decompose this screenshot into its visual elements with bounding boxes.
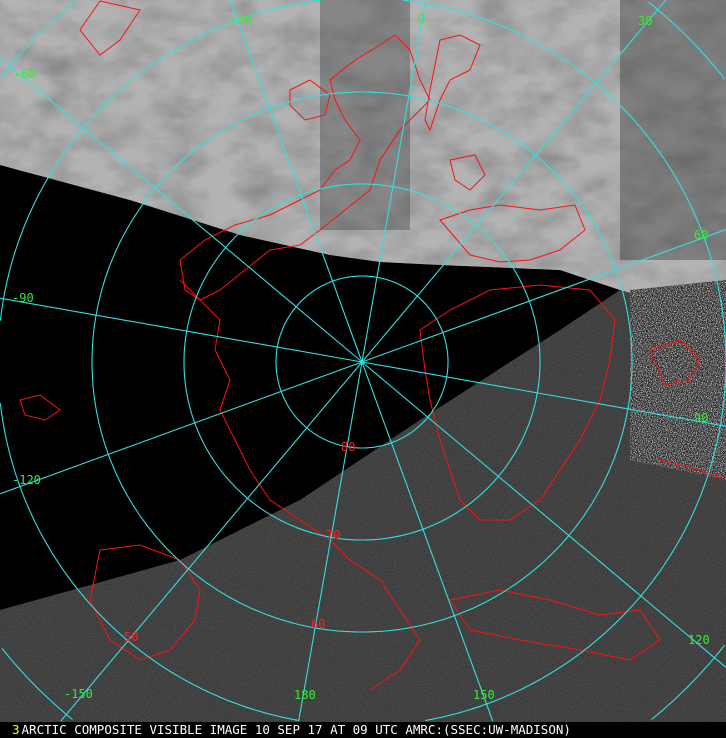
meridian-line — [361, 0, 427, 363]
longitude-label: -120 — [12, 473, 41, 487]
longitude-label: 60 — [694, 228, 708, 242]
longitude-label: 0 — [418, 12, 425, 26]
meridian-line — [60, 361, 363, 722]
coastline-siberia — [419, 284, 616, 521]
coastline-novaya-zemlya — [439, 204, 586, 263]
twilight-region — [0, 290, 726, 722]
meridian-line — [0, 297, 363, 363]
longitude-label: 150 — [473, 688, 495, 702]
caption-text: ARCTIC COMPOSITE VISIBLE IMAGE 10 SEP 17… — [21, 722, 571, 737]
graticule — [0, 0, 726, 722]
longitude-label: 30 — [638, 14, 652, 28]
coastline-svalbard — [449, 154, 486, 191]
latitude-label: 60 — [311, 617, 325, 631]
latitude-label: 80 — [341, 440, 355, 454]
arctic-map: 0 30 60 90 120 150 180 -150 -120 -90 -60 -30 80 70 60 5… — [0, 0, 726, 722]
coastline-kamchatka — [659, 459, 726, 481]
longitude-label: 90 — [694, 411, 708, 425]
meridian-line — [229, 0, 363, 363]
image-caption: 3 ARCTIC COMPOSITE VISIBLE IMAGE 10 SEP 1… — [0, 722, 726, 738]
coastline-iceland — [289, 79, 331, 121]
latitude-circle — [183, 183, 541, 541]
meridian-line — [361, 361, 726, 427]
meridian-line — [361, 361, 494, 722]
noise-region — [630, 280, 726, 480]
latitude-circle — [275, 275, 449, 449]
coastline-europe-east — [649, 339, 701, 386]
meridian-line — [361, 361, 726, 668]
coastline-hudson — [19, 394, 61, 421]
coastline-uk — [79, 0, 141, 56]
coastline-canada — [179, 279, 421, 691]
meridian-line — [0, 57, 363, 363]
latitude-label: 50 — [124, 630, 138, 644]
longitude-label: -60 — [14, 67, 36, 81]
coastline-scandinavia — [424, 34, 481, 132]
coastlines — [19, 0, 726, 691]
latitude-label: 70 — [326, 528, 340, 542]
meridian-line — [361, 228, 726, 363]
longitude-label: 180 — [294, 688, 316, 702]
frame-number: 3 — [12, 722, 20, 737]
coastline-greenland — [179, 34, 431, 301]
coastline-chukotka — [449, 589, 661, 661]
meridian-line — [0, 361, 363, 495]
latitude-circle — [91, 91, 633, 633]
meridian-line — [361, 0, 667, 363]
daylight-cloud-region — [0, 0, 726, 320]
longitude-label: 120 — [688, 633, 710, 647]
longitude-label: -150 — [64, 687, 93, 701]
meridian-line — [298, 361, 363, 722]
latitude-circle — [1, 1, 725, 720]
longitude-label: -30 — [230, 13, 252, 27]
coastline-alaska — [89, 544, 201, 661]
longitude-label: -90 — [12, 291, 34, 305]
graticule-labels: 0 30 60 90 120 150 180 -150 -120 -90 -60 -30 80 70 60 5… — [12, 12, 710, 702]
